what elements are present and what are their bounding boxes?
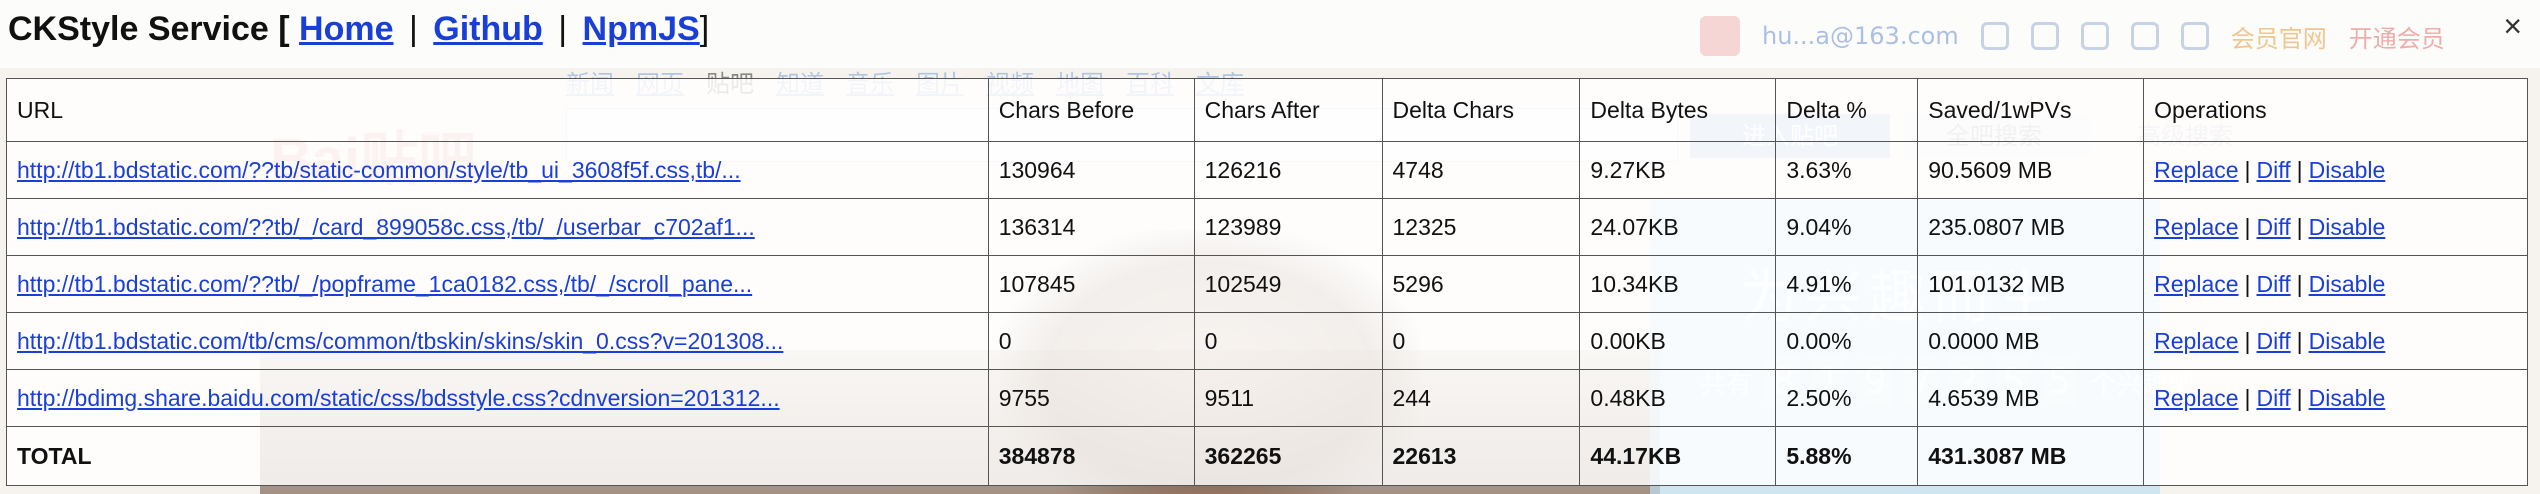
- operations-cell: Replace | Diff | Disable: [2143, 369, 2528, 427]
- chars-after-cell: 0: [1193, 312, 1383, 370]
- total-label: TOTAL: [6, 426, 989, 486]
- app-icon[interactable]: [2130, 22, 2159, 50]
- replace-link[interactable]: Replace: [2154, 384, 2239, 411]
- column-header-operations: Operations: [2143, 78, 2528, 142]
- saved-cell: 235.0807 MB: [1917, 198, 2145, 256]
- diff-link[interactable]: Diff: [2256, 156, 2291, 183]
- table-row: http://tb1.bdstatic.com/??tb/_/popframe_…: [6, 255, 2528, 313]
- diff-link[interactable]: Diff: [2256, 384, 2291, 411]
- column-header-chars-after: Chars After: [1193, 78, 1383, 142]
- table-row: http://bdimg.share.baidu.com/static/css/…: [6, 369, 2528, 427]
- css-url-link[interactable]: http://tb1.bdstatic.com/??tb/static-comm…: [17, 156, 741, 183]
- bell-icon[interactable]: [2080, 22, 2109, 50]
- delta-pct-cell: 2.50%: [1775, 369, 1919, 427]
- disable-link[interactable]: Disable: [2308, 270, 2386, 297]
- delta-bytes-cell: 9.27KB: [1579, 141, 1777, 199]
- replace-link[interactable]: Replace: [2154, 270, 2239, 297]
- delta-pct-cell: 4.91%: [1775, 255, 1919, 313]
- delta-chars-cell: 244: [1381, 369, 1581, 427]
- table-row: http://tb1.bdstatic.com/??tb/_/card_8990…: [6, 198, 2528, 256]
- total-saved: 431.3087 MB: [1917, 426, 2145, 486]
- delta-pct-cell: 3.63%: [1775, 141, 1919, 199]
- delta-chars-cell: 0: [1381, 312, 1581, 370]
- github-link[interactable]: Github: [433, 10, 543, 48]
- chars-before-cell: 107845: [987, 255, 1195, 313]
- diff-link[interactable]: Diff: [2256, 327, 2291, 354]
- chars-after-cell: 102549: [1193, 255, 1383, 313]
- operations-cell: Replace | Diff | Disable: [2143, 198, 2528, 256]
- total-row: TOTAL 384878 362265 22613 44.17KB 5.88% …: [6, 426, 2528, 486]
- css-url-link[interactable]: http://bdimg.share.baidu.com/static/css/…: [17, 384, 780, 411]
- column-header-chars-before: Chars Before: [987, 78, 1195, 142]
- replace-link[interactable]: Replace: [2154, 213, 2239, 240]
- delta-chars-cell: 5296: [1381, 255, 1581, 313]
- operations-cell: Replace | Diff | Disable: [2143, 312, 2528, 370]
- operations-cell: Replace | Diff | Disable: [2143, 141, 2528, 199]
- diff-link[interactable]: Diff: [2256, 270, 2291, 297]
- saved-cell: 0.0000 MB: [1917, 312, 2145, 370]
- message-icon[interactable]: [2030, 22, 2059, 50]
- delta-bytes-cell: 24.07KB: [1579, 198, 1777, 256]
- phone-icon[interactable]: [2180, 22, 2209, 50]
- css-url-link[interactable]: http://tb1.bdstatic.com/tb/cms/common/tb…: [17, 327, 784, 354]
- css-url-link[interactable]: http://tb1.bdstatic.com/??tb/_/card_8990…: [17, 213, 755, 240]
- settings-icon[interactable]: [1980, 22, 2009, 50]
- total-chars-after: 362265: [1193, 426, 1383, 486]
- delta-chars-cell: 12325: [1381, 198, 1581, 256]
- chars-before-cell: 9755: [987, 369, 1195, 427]
- total-delta-chars: 22613: [1381, 426, 1581, 486]
- npmjs-link[interactable]: NpmJS: [582, 10, 700, 48]
- saved-cell: 101.0132 MB: [1917, 255, 2145, 313]
- delta-bytes-cell: 10.34KB: [1579, 255, 1777, 313]
- delta-pct-cell: 0.00%: [1775, 312, 1919, 370]
- page-title: CKStyle Service [ Home | Github | NpmJS]: [8, 10, 710, 48]
- delta-bytes-cell: 0.48KB: [1579, 369, 1777, 427]
- css-url-link[interactable]: http://tb1.bdstatic.com/??tb/_/popframe_…: [17, 270, 753, 297]
- total-delta-bytes: 44.17KB: [1579, 426, 1777, 486]
- close-icon[interactable]: ×: [2503, 8, 2522, 44]
- home-link[interactable]: Home: [299, 10, 394, 48]
- table-row: http://tb1.bdstatic.com/??tb/static-comm…: [6, 141, 2528, 199]
- table-row: http://tb1.bdstatic.com/tb/cms/common/tb…: [6, 312, 2528, 370]
- operations-cell: Replace | Diff | Disable: [2143, 255, 2528, 313]
- column-header-url: URL: [6, 78, 989, 142]
- column-header-delta-chars: Delta Chars: [1381, 78, 1581, 142]
- bg-topbar: [0, 0, 2540, 68]
- total-delta-pct: 5.88%: [1775, 426, 1919, 486]
- disable-link[interactable]: Disable: [2308, 384, 2386, 411]
- saved-cell: 90.5609 MB: [1917, 141, 2145, 199]
- chars-after-cell: 123989: [1193, 198, 1383, 256]
- css-report-table: URL Chars Before Chars After Delta Chars…: [6, 78, 2528, 486]
- total-chars-before: 384878: [987, 426, 1195, 486]
- table-header-row: URL Chars Before Chars After Delta Chars…: [6, 78, 2528, 142]
- column-header-delta-pct: Delta %: [1775, 78, 1919, 142]
- replace-link[interactable]: Replace: [2154, 327, 2239, 354]
- delta-pct-cell: 9.04%: [1775, 198, 1919, 256]
- avatar[interactable]: [1700, 16, 1740, 56]
- chars-before-cell: 136314: [987, 198, 1195, 256]
- chars-after-cell: 9511: [1193, 369, 1383, 427]
- bg-user-email[interactable]: hu...a@163.com: [1762, 22, 1959, 50]
- delta-bytes-cell: 0.00KB: [1579, 312, 1777, 370]
- chars-before-cell: 130964: [987, 141, 1195, 199]
- saved-cell: 4.6539 MB: [1917, 369, 2145, 427]
- disable-link[interactable]: Disable: [2308, 327, 2386, 354]
- chars-before-cell: 0: [987, 312, 1195, 370]
- replace-link[interactable]: Replace: [2154, 156, 2239, 183]
- diff-link[interactable]: Diff: [2256, 213, 2291, 240]
- chars-after-cell: 126216: [1193, 141, 1383, 199]
- bg-userbar: hu...a@163.com 会员官网 开通会员: [1700, 14, 2445, 58]
- bg-vip-link[interactable]: 会员官网: [2230, 24, 2327, 53]
- delta-chars-cell: 4748: [1381, 141, 1581, 199]
- disable-link[interactable]: Disable: [2308, 156, 2386, 183]
- disable-link[interactable]: Disable: [2308, 213, 2386, 240]
- total-operations-empty: [2143, 426, 2528, 486]
- column-header-saved: Saved/1wPVs: [1917, 78, 2145, 142]
- bg-open-vip-link[interactable]: 开通会员: [2348, 24, 2445, 53]
- column-header-delta-bytes: Delta Bytes: [1579, 78, 1777, 142]
